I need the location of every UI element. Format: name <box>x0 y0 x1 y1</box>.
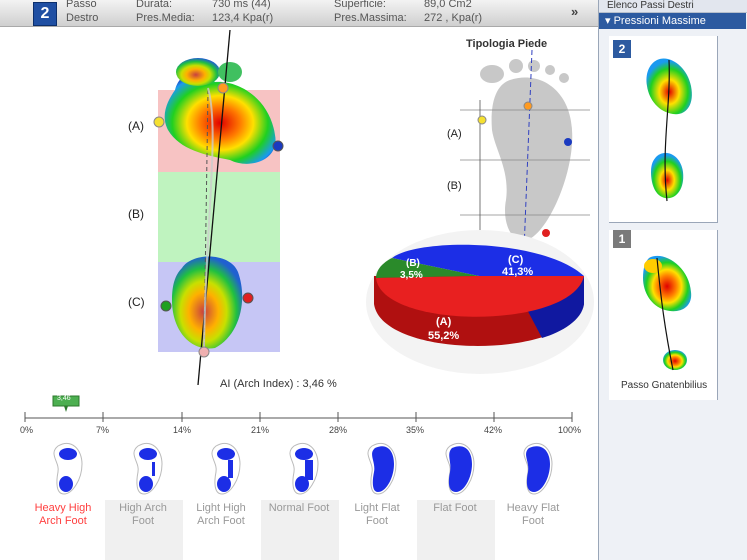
surface-label: Superficie: <box>334 0 386 10</box>
tick-28: 28% <box>329 425 348 435</box>
category-flat[interactable]: Flat Foot <box>433 502 477 514</box>
tick-21: 21% <box>251 425 270 435</box>
arch-index-label: AI (Arch Index) : 3,46 % <box>220 378 337 390</box>
category-light-high-arch[interactable]: Light High Arch Foot <box>196 502 246 527</box>
arch-index-marker-value: 3,46 <box>57 395 71 402</box>
foot-type-title: Tipologia Piede <box>466 38 548 50</box>
pie-slice-b <box>376 258 479 278</box>
zone-b-label: (B) <box>128 207 144 221</box>
tick-35: 35% <box>406 425 425 435</box>
foot-side-label: Destro <box>66 12 99 24</box>
tick-100: 100% <box>558 425 582 435</box>
step-thumb-badge: 1 <box>613 230 631 248</box>
pie-value-a: 55,2% <box>428 330 460 342</box>
max-pressure-value: 272 , Kpa(r) <box>424 12 483 24</box>
mean-pressure-value: 123,4 Kpa(r) <box>212 12 274 24</box>
pie-label-b: (B) <box>406 258 420 269</box>
category-normal[interactable]: Normal Foot <box>268 502 330 514</box>
duration-label: Durata: <box>136 0 173 10</box>
zone-percentage-pie <box>366 230 594 374</box>
step-thumb-caption: Passo Gnatenbilius <box>621 380 708 391</box>
foot-type-icons <box>53 442 553 495</box>
tick-7: 7% <box>96 425 110 435</box>
foot-type-b-label: (B) <box>447 180 462 192</box>
step-thumbnail-2[interactable]: 2 <box>609 36 718 223</box>
sidebar-title: Elenco Passi Destri <box>599 0 747 13</box>
pie-label-a: (A) <box>436 316 452 328</box>
step-label: Passo <box>66 0 97 10</box>
pie-value-b: 3,5% <box>400 270 423 281</box>
pie-value-c: 41,3% <box>502 266 534 278</box>
foot-type-a-label: (A) <box>447 128 462 140</box>
zone-c-label: (C) <box>128 295 145 309</box>
tick-42: 42% <box>484 425 503 435</box>
category-heavy-high-arch[interactable]: Heavy High Arch Foot <box>34 502 92 527</box>
arch-index-scale <box>24 395 573 422</box>
category-light-flat[interactable]: Light Flat Foot <box>354 502 400 527</box>
tick-14: 14% <box>173 425 192 435</box>
category-heavy-flat[interactable]: Heavy Flat Foot <box>506 502 560 527</box>
surface-value: 89,0 Cm2 <box>424 0 472 10</box>
pressure-mode-dropdown[interactable]: ▾ Pressioni Massime <box>599 13 746 29</box>
step-thumbnail-1[interactable]: 1 Passo Gnatenbilius <box>609 230 718 400</box>
duration-value: 730 ms (44) <box>212 0 271 10</box>
collapse-panel-button[interactable]: » <box>571 4 579 19</box>
pie-slice-a <box>376 276 584 317</box>
category-high-arch[interactable]: High Arch Foot <box>119 502 167 527</box>
tick-0: 0% <box>20 425 34 435</box>
step-number-badge: 2 <box>33 2 57 26</box>
step-list-sidebar: Elenco Passi Destri ▾ Pressioni Massime … <box>598 0 747 560</box>
mean-pressure-label: Pres.Media: <box>136 12 195 24</box>
zone-a-label: (A) <box>128 119 144 133</box>
step-info-bar: 2 Passo Destro Durata: 730 ms (44) Pres.… <box>0 0 598 27</box>
step-thumb-badge: 2 <box>613 40 631 58</box>
pie-label-c: (C) <box>508 254 524 266</box>
footprint-pressure-map <box>153 30 284 386</box>
foot-type-diagram <box>460 50 590 250</box>
max-pressure-label: Pres.Massima: <box>334 12 407 24</box>
zone-b <box>158 172 280 262</box>
